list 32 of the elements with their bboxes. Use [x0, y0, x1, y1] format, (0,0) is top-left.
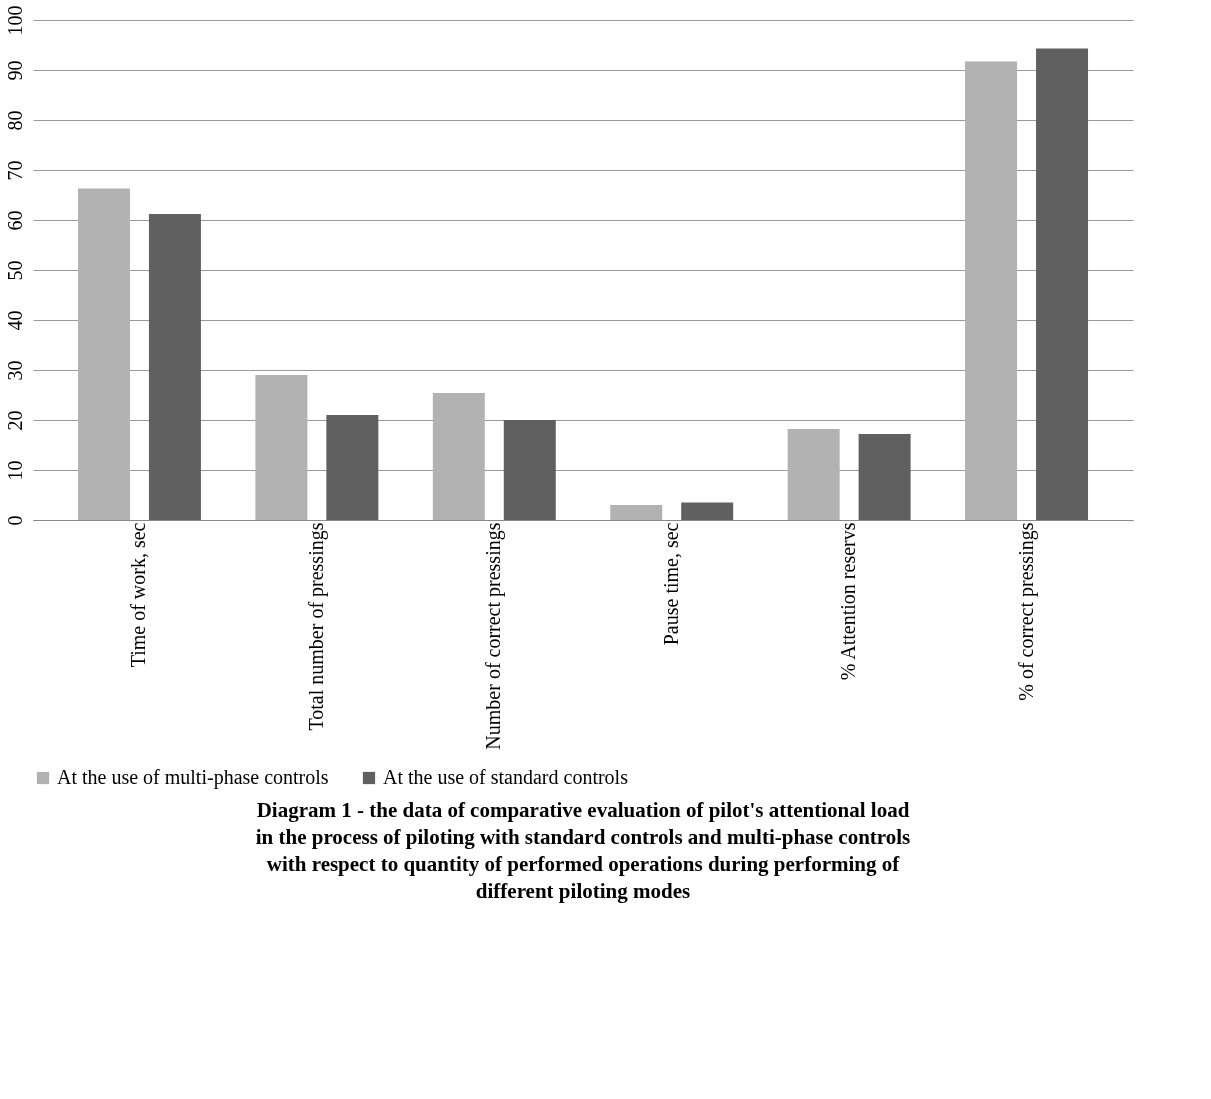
- y-tick-label: 40: [3, 310, 26, 331]
- bar: [77, 188, 130, 520]
- y-tick-label: 20: [3, 410, 26, 431]
- text: Diagram 1 - the data of comparative evaluation of pilot's attentional load in the process of piloting with standard controls and multi-phase controls with respect to quantity of performed operations during performing of different piloting modes: [255, 798, 911, 903]
- y-tick-label: 30: [3, 360, 26, 381]
- x-tick-label: Number of correct pressings: [482, 522, 506, 750]
- bar: [681, 502, 734, 520]
- bar: [503, 420, 556, 520]
- bar: [326, 415, 379, 520]
- y-tick-label: 50: [3, 260, 26, 281]
- legend-label: At the use of standard controls: [383, 766, 629, 788]
- y-tick-label: 0: [3, 515, 26, 526]
- y-tick-label: 60: [3, 210, 26, 231]
- x-tick-label: % of correct pressings: [1014, 522, 1038, 701]
- x-tick-label: Total number of pressings: [304, 522, 328, 731]
- bar: [1036, 48, 1089, 520]
- x-tick-label: Pause time, sec: [659, 522, 682, 646]
- x-tick-label: Time of work, sec: [127, 522, 150, 668]
- y-tick-label: 80: [3, 110, 26, 131]
- bar: [255, 375, 308, 520]
- y-tick-label: 70: [3, 160, 26, 181]
- bar: [787, 429, 840, 520]
- y-tick-label: 90: [3, 60, 26, 81]
- bar: [965, 61, 1018, 520]
- y-tick-label: 100: [3, 5, 26, 36]
- bar: [432, 393, 485, 520]
- bar: [148, 214, 201, 520]
- bar: [858, 434, 911, 520]
- legend-label: At the use of multi-phase controls: [57, 766, 329, 789]
- y-tick-label: 10: [3, 460, 26, 481]
- bar: [610, 505, 663, 520]
- x-tick-label: % Attention reservs: [837, 522, 860, 681]
